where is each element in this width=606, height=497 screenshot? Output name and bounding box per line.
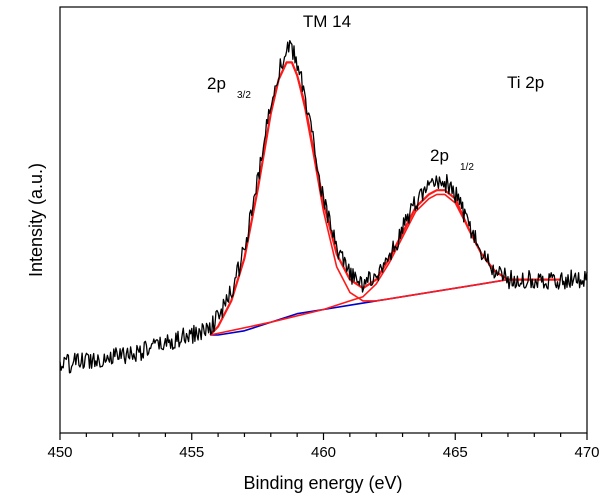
peak2-label-main: 2p: [430, 146, 449, 165]
peak2-label: 2p 1/2: [430, 146, 474, 173]
x-axis-ticks: 450 455 460 465 470: [47, 433, 600, 461]
peak1-label-sub: 3/2: [237, 90, 251, 101]
x-tick-label: 470: [574, 444, 599, 461]
plot-frame: [59, 6, 588, 434]
background-line: [210, 278, 561, 336]
chart-title: TM 14: [303, 12, 351, 31]
fit-envelope-line: [209, 61, 561, 336]
2p3-2-component-line: [209, 61, 561, 336]
x-tick-label: 465: [443, 444, 468, 461]
peak1-label-main: 2p: [207, 74, 226, 93]
element-label: Ti 2p: [507, 73, 544, 92]
series-layer: [59, 39, 588, 374]
x-axis-title: Binding energy (eV): [243, 473, 402, 493]
x-tick-label: 455: [179, 444, 204, 461]
x-tick-label: 460: [311, 444, 336, 461]
y-axis-title: Intensity (a.u.): [26, 163, 46, 277]
raw-spectrum-line: [59, 39, 588, 374]
peak2-label-sub: 1/2: [460, 162, 474, 173]
x-tick-label: 450: [47, 444, 72, 461]
peak1-label: 2p 3/2: [207, 74, 251, 101]
